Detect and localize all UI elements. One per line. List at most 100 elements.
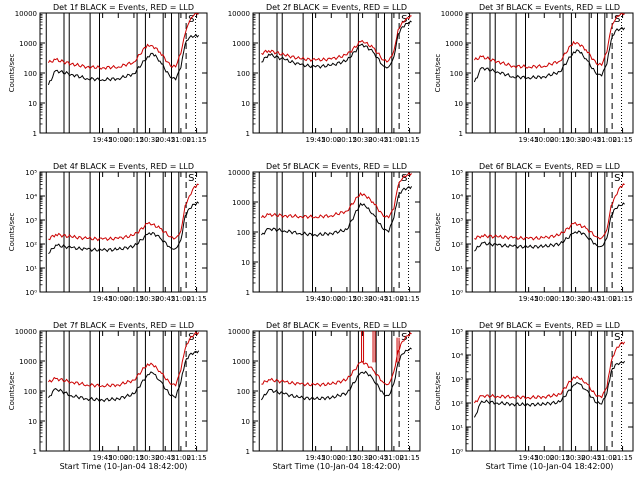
lld-series-line	[261, 332, 412, 388]
x-tick-label: 21:00	[597, 136, 617, 144]
x-tick-label: 21:15	[186, 454, 206, 462]
x-tick-label: 20:00	[534, 454, 554, 462]
detector-panel-6: Det 6f BLACK = Events, RED = LLD 10⁰ 10¹ 10…	[434, 162, 634, 303]
y-tick-label: 1	[33, 448, 37, 456]
y-tick-label: 10000	[228, 169, 250, 177]
x-tick-label: 20:30	[566, 136, 586, 144]
x-tick-label: 21:15	[399, 454, 419, 462]
x-tick-label: 20:15	[124, 454, 144, 462]
x-tick-label: 20:45	[368, 295, 388, 303]
x-tick-label: 20:30	[353, 295, 373, 303]
y-tick-label: 100	[237, 70, 250, 78]
saa-annotation: S	[401, 173, 407, 184]
x-tick-label: 21:15	[186, 295, 206, 303]
saa-annotation: S	[614, 173, 620, 184]
y-tick-label: 10	[241, 418, 250, 426]
y-tick-label: 1000	[232, 358, 250, 366]
events-series-line	[48, 201, 200, 255]
y-tick-label: 1	[459, 130, 463, 138]
events-series-line	[260, 347, 412, 401]
x-tick-label: 20:15	[550, 295, 570, 303]
lld-series-line	[47, 13, 199, 70]
x-tick-label: 20:00	[321, 136, 341, 144]
x-tick-label: 20:30	[353, 454, 373, 462]
x-axis-label: Start Time (10-Jan-04 18:42:00)	[486, 462, 614, 471]
y-axis-label: Counts/sec	[434, 213, 442, 252]
y-tick-label: 100	[450, 70, 463, 78]
x-tick-label: 19:45	[519, 295, 539, 303]
detector-panel-7: Det 7f BLACK = Events, RED = LLD 1 10 100 10…	[8, 321, 208, 471]
x-tick-label: 20:00	[534, 136, 554, 144]
x-tick-label: 20:45	[155, 454, 175, 462]
y-tick-label: 10¹	[451, 265, 463, 273]
x-tick-label: 20:00	[108, 295, 128, 303]
x-tick-label: 20:45	[155, 295, 175, 303]
y-tick-label: 10¹	[25, 265, 37, 273]
lld-series-line	[473, 13, 625, 69]
y-tick-label: 1000	[19, 40, 37, 48]
x-tick-label: 19:45	[306, 295, 326, 303]
plot-frame	[465, 171, 634, 293]
x-tick-label: 21:00	[171, 295, 191, 303]
events-series-line	[473, 26, 626, 83]
x-tick-label: 20:45	[581, 136, 601, 144]
panel-title: Det 3f BLACK = Events, RED = LLD	[479, 3, 620, 12]
y-tick-label: 10	[241, 100, 250, 108]
saa-annotation: S	[188, 14, 194, 25]
y-tick-label: 100	[237, 229, 250, 237]
y-tick-label: 10000	[441, 10, 463, 18]
x-tick-label: 19:45	[519, 454, 539, 462]
saa-annotation: S	[614, 14, 620, 25]
y-axis-label: Counts/sec	[434, 54, 442, 93]
x-tick-label: 20:00	[321, 295, 341, 303]
y-tick-label: 1000	[19, 358, 37, 366]
x-tick-label: 20:30	[566, 454, 586, 462]
x-tick-label: 19:45	[306, 136, 326, 144]
lld-series-line	[48, 183, 199, 242]
y-tick-label: 10¹	[451, 424, 463, 432]
x-tick-label: 20:15	[124, 295, 144, 303]
y-tick-label: 10⁵	[451, 328, 463, 336]
plot-frame	[465, 330, 634, 452]
panel-title: Det 8f BLACK = Events, RED = LLD	[266, 321, 407, 330]
y-tick-label: 100	[24, 70, 37, 78]
detector-panel-2: Det 2f BLACK = Events, RED = LLD 1 10 100 10…	[228, 3, 421, 144]
y-tick-label: 100	[237, 388, 250, 396]
panel-title: Det 4f BLACK = Events, RED = LLD	[53, 162, 194, 171]
detector-panel-5: Det 5f BLACK = Events, RED = LLD 1 10 100 10…	[228, 162, 421, 303]
x-tick-label: 21:00	[384, 136, 404, 144]
y-tick-label: 10000	[228, 10, 250, 18]
x-tick-label: 19:45	[306, 454, 326, 462]
y-tick-label: 1	[246, 448, 250, 456]
y-tick-label: 10³	[451, 217, 463, 225]
y-tick-label: 10⁰	[25, 289, 37, 297]
panel-title: Det 2f BLACK = Events, RED = LLD	[266, 3, 407, 12]
x-tick-label: 20:15	[337, 136, 357, 144]
lld-series-line	[261, 15, 412, 63]
y-tick-label: 10	[241, 259, 250, 267]
y-tick-label: 1	[246, 289, 250, 297]
x-tick-label: 20:45	[368, 136, 388, 144]
y-tick-label: 10⁰	[451, 448, 463, 456]
y-tick-label: 10²	[451, 241, 463, 249]
saa-annotation: S	[188, 332, 194, 343]
x-tick-label: 21:15	[399, 136, 419, 144]
x-tick-label: 20:30	[140, 454, 160, 462]
x-tick-label: 20:45	[155, 136, 175, 144]
x-tick-label: 20:45	[368, 454, 388, 462]
x-tick-label: 20:30	[566, 295, 586, 303]
x-tick-label: 19:45	[93, 454, 113, 462]
x-tick-label: 21:00	[384, 295, 404, 303]
panel-title: Det 9f BLACK = Events, RED = LLD	[479, 321, 620, 330]
y-tick-label: 10²	[25, 241, 37, 249]
x-tick-label: 19:45	[93, 136, 113, 144]
saa-annotation: S	[614, 332, 620, 343]
x-tick-label: 19:45	[93, 295, 113, 303]
y-tick-label: 10³	[25, 217, 37, 225]
x-tick-label: 20:45	[581, 295, 601, 303]
y-tick-label: 1	[246, 130, 250, 138]
detector-panel-4: Det 4f BLACK = Events, RED = LLD 10⁰ 10¹ 10…	[8, 162, 208, 303]
events-series-line	[473, 360, 626, 418]
